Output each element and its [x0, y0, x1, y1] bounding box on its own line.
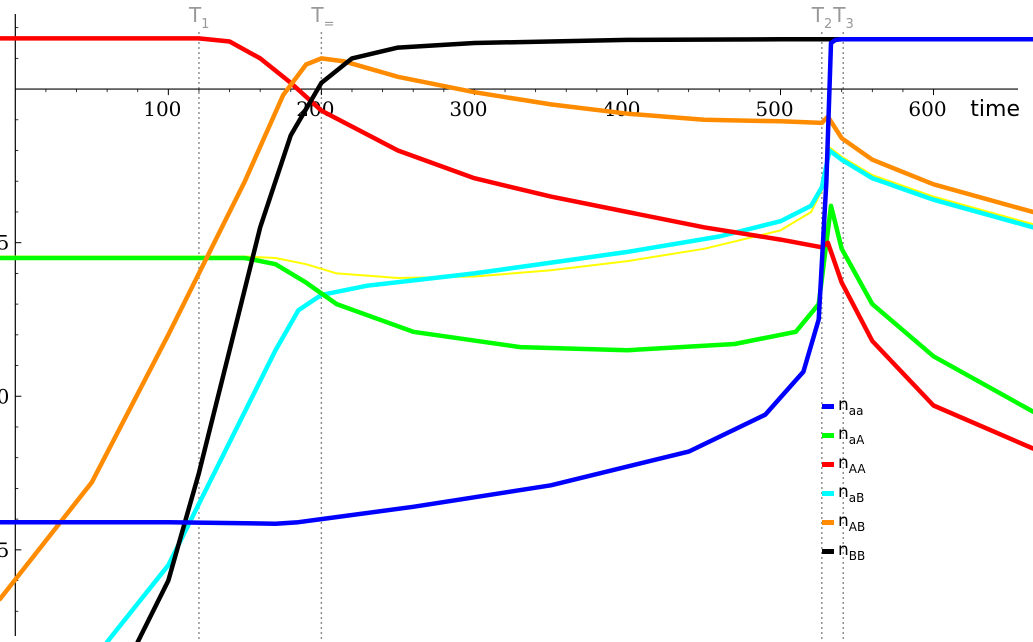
y-tick-label: −15 [0, 538, 9, 562]
legend-label: naa [838, 395, 864, 418]
y-tick-label: −5 [0, 231, 9, 255]
x-axis-title: time [970, 97, 1020, 122]
legend-swatch [822, 491, 834, 496]
marker-label: T2 [811, 3, 833, 32]
legend-swatch [822, 462, 834, 467]
marker-label: T= [310, 3, 334, 32]
legend-label: naB [838, 482, 864, 505]
legend-swatch [822, 520, 834, 525]
marker-label: T3 [832, 3, 854, 32]
x-tick-label: 600 [908, 97, 946, 121]
series-line-aB [104, 148, 1033, 642]
legend-swatch [822, 404, 834, 409]
y-tick-label: −10 [0, 384, 9, 408]
series-line-AB [0, 56, 1033, 602]
series-line-extra [0, 146, 1033, 279]
series-line-AA [0, 36, 1033, 451]
series-layer [0, 36, 1033, 642]
series-line-aA [0, 203, 1033, 414]
legend-swatch [822, 433, 834, 438]
legend-label: nBB [838, 540, 865, 563]
legend-label: nAA [838, 453, 866, 476]
legend-label: naA [838, 424, 865, 447]
x-tick-label: 300 [449, 97, 487, 121]
vertical-markers: T1 T= T2 T3 [188, 3, 854, 642]
y-ticks: −5 −10 −15 [0, 27, 22, 612]
x-tick-label: 500 [755, 97, 793, 121]
series-line-BB [135, 37, 1033, 642]
x-ticks: 100 200 300 400 500 600 [45, 89, 947, 121]
legend-swatch [822, 549, 834, 554]
legend-label: nAB [838, 511, 865, 534]
series-line-aa [0, 37, 1033, 526]
legend: naa naA nAA naB nAB nBB [822, 395, 866, 563]
marker-label: T1 [188, 3, 210, 32]
x-tick-label: 400 [602, 97, 640, 121]
x-tick-label: 100 [143, 97, 181, 121]
